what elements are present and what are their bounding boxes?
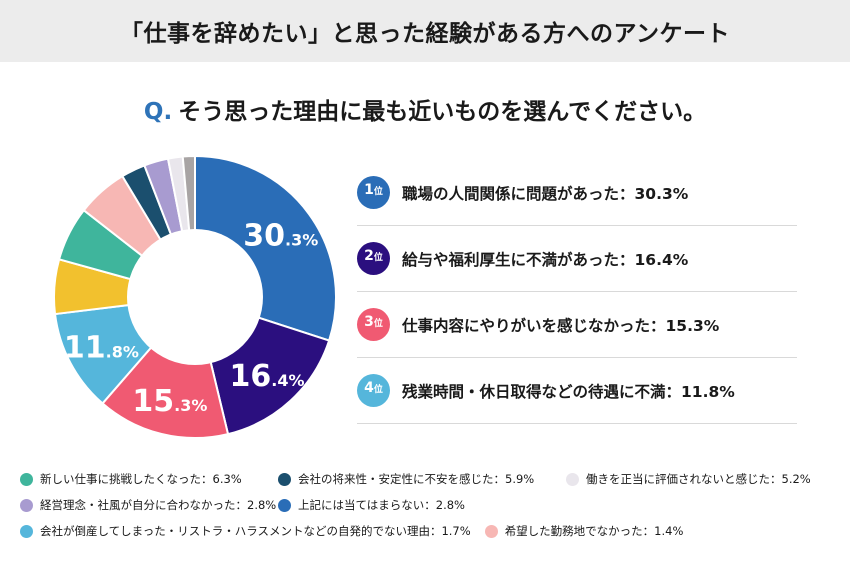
legend-label: 働きを正当に評価されないと感じた：5.2% xyxy=(586,472,811,486)
rank-suffix: 位 xyxy=(373,187,383,197)
legend-dot xyxy=(278,498,291,512)
slice-value-label: 15.3% xyxy=(132,384,207,419)
legend-label: 経営理念・社風が自分に合わなかった：2.8% xyxy=(40,498,277,512)
rank-text-1: 職場の人間関係に問題があった：30.3% xyxy=(402,184,689,203)
legend-dot xyxy=(484,524,498,538)
legend-dot xyxy=(20,498,33,512)
legend-label: 会社の将来性・安定性に不安を感じた：5.9% xyxy=(298,472,535,486)
rank-number: 4 xyxy=(364,380,374,396)
legend-item: 希望した勤務地でなかった：1.4% xyxy=(484,523,684,539)
title-bar: 「仕事を辞めたい」と思った経験がある方へのアンケート xyxy=(0,0,850,62)
rank-suffix: 位 xyxy=(373,385,383,395)
legend-item: 上記には当てはまらない：2.8% xyxy=(278,497,465,513)
rank-suffix: 位 xyxy=(373,253,383,263)
slice-value-label: 16.4% xyxy=(230,359,305,394)
legend-item: 働きを正当に評価されないと感じた：5.2% xyxy=(566,471,811,487)
question-prefix: Q. xyxy=(143,99,173,125)
legend-item: 会社が倒産してしまった・リストラ・ハラスメントなどの自発的でない理由：1.7% xyxy=(20,523,471,539)
legend-item: 新しい仕事に挑戦したくなった：6.3% xyxy=(20,471,278,487)
donut-hole xyxy=(127,229,263,365)
rank-text-2: 給与や福利厚生に不満があった：16.4% xyxy=(402,250,689,269)
rank-number: 2 xyxy=(364,248,374,264)
page-title: 「仕事を辞めたい」と思った経験がある方へのアンケート xyxy=(119,21,731,47)
rank-number: 3 xyxy=(364,314,374,330)
question-heading: Q. そう思った理由に最も近いものを選んでください。 xyxy=(0,92,850,126)
donut-chart: 30.3% 16.4% 15.3% 11.8% xyxy=(53,154,337,439)
legend-row: 新しい仕事に挑戦したくなった：6.3% 会社の将来性・安定性に不安を感じた：5.… xyxy=(20,466,840,492)
legend-label: 新しい仕事に挑戦したくなった：6.3% xyxy=(40,472,242,486)
legend-label: 上記には当てはまらない：2.8% xyxy=(298,498,465,512)
rank-number: 1 xyxy=(364,182,374,198)
legend-item: 会社の将来性・安定性に不安を感じた：5.9% xyxy=(278,471,566,487)
rank-text-3: 仕事内容にやりがいを感じなかった：15.3% xyxy=(402,316,720,335)
legend-row: 会社が倒産してしまった・リストラ・ハラスメントなどの自発的でない理由：1.7% … xyxy=(20,518,840,544)
rank-suffix: 位 xyxy=(373,319,383,329)
slice-value-label: 11.8% xyxy=(64,331,139,366)
legend: 新しい仕事に挑戦したくなった：6.3% 会社の将来性・安定性に不安を感じた：5.… xyxy=(20,466,840,544)
slice-value-label: 30.3% xyxy=(243,219,318,254)
legend-item: 経営理念・社風が自分に合わなかった：2.8% xyxy=(20,497,278,513)
question-text: そう思った理由に最も近いものを選んでください。 xyxy=(178,99,707,125)
legend-dot xyxy=(20,524,33,538)
rank-text-4: 残業時間・休日取得などの待遇に不満：11.8% xyxy=(402,382,735,401)
legend-row: 経営理念・社風が自分に合わなかった：2.8% 上記には当てはまらない：2.8% xyxy=(20,492,840,518)
legend-label: 会社が倒産してしまった・リストラ・ハラスメントなどの自発的でない理由：1.7% xyxy=(40,524,471,538)
legend-dot xyxy=(278,472,291,486)
legend-label: 希望した勤務地でなかった：1.4% xyxy=(504,524,684,538)
legend-dot xyxy=(20,472,33,486)
legend-dot xyxy=(566,472,579,486)
